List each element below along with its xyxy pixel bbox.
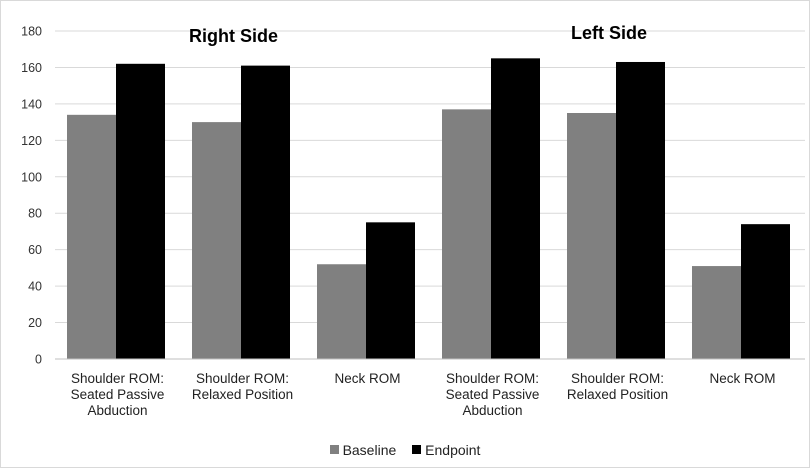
y-tick-label-0: 0 [35, 353, 42, 367]
legend: Baseline Endpoint [1, 441, 809, 458]
y-tick-label-100: 100 [21, 170, 42, 184]
bar-endpoint-3 [366, 222, 415, 359]
bar-baseline-1 [67, 114, 116, 359]
annotation-left-side: Left Side [571, 23, 648, 43]
y-tick-label-60: 60 [28, 243, 42, 257]
y-tick-label-120: 120 [21, 134, 42, 148]
x-tick-label-1: Shoulder ROM: Seated Passive Abduction [70, 371, 165, 418]
bar-baseline-2 [192, 122, 241, 359]
y-tick-label-140: 140 [21, 97, 42, 111]
y-tick-label-20: 20 [28, 316, 42, 330]
bar-baseline-6 [692, 266, 741, 359]
x-tick-label-3: Neck ROM [334, 371, 401, 386]
y-tick-label-80: 80 [28, 207, 42, 221]
bar-endpoint-6 [741, 224, 790, 359]
bar-endpoint-5 [616, 61, 665, 359]
bar-baseline-4 [442, 109, 491, 359]
y-tick-label-40: 40 [28, 280, 42, 294]
bar-baseline-3 [317, 264, 366, 359]
bar-endpoint-2 [241, 65, 290, 359]
legend-label-baseline: Baseline [342, 441, 397, 458]
annotation-right-side: Right Side [189, 26, 278, 46]
y-tick-label-180: 180 [21, 25, 42, 39]
y-tick-label-160: 160 [21, 61, 42, 75]
x-tick-label-5: Shoulder ROM: Relaxed Position [566, 371, 669, 402]
legend-swatch-baseline [329, 445, 339, 454]
x-tick-label-4: Shoulder ROM: Seated Passive Abduction [445, 371, 540, 418]
legend-label-endpoint: Endpoint [425, 441, 481, 458]
legend-item-baseline: Baseline [329, 441, 397, 458]
legend-item-endpoint: Endpoint [412, 442, 480, 458]
legend-swatch-endpoint [412, 445, 422, 454]
bar-baseline-5 [567, 113, 616, 359]
bar-endpoint-4 [491, 58, 540, 359]
bar-endpoint-1 [116, 63, 165, 360]
x-tick-label-2: Shoulder ROM: Relaxed Position [191, 371, 294, 402]
x-tick-label-6: Neck ROM [709, 371, 776, 386]
